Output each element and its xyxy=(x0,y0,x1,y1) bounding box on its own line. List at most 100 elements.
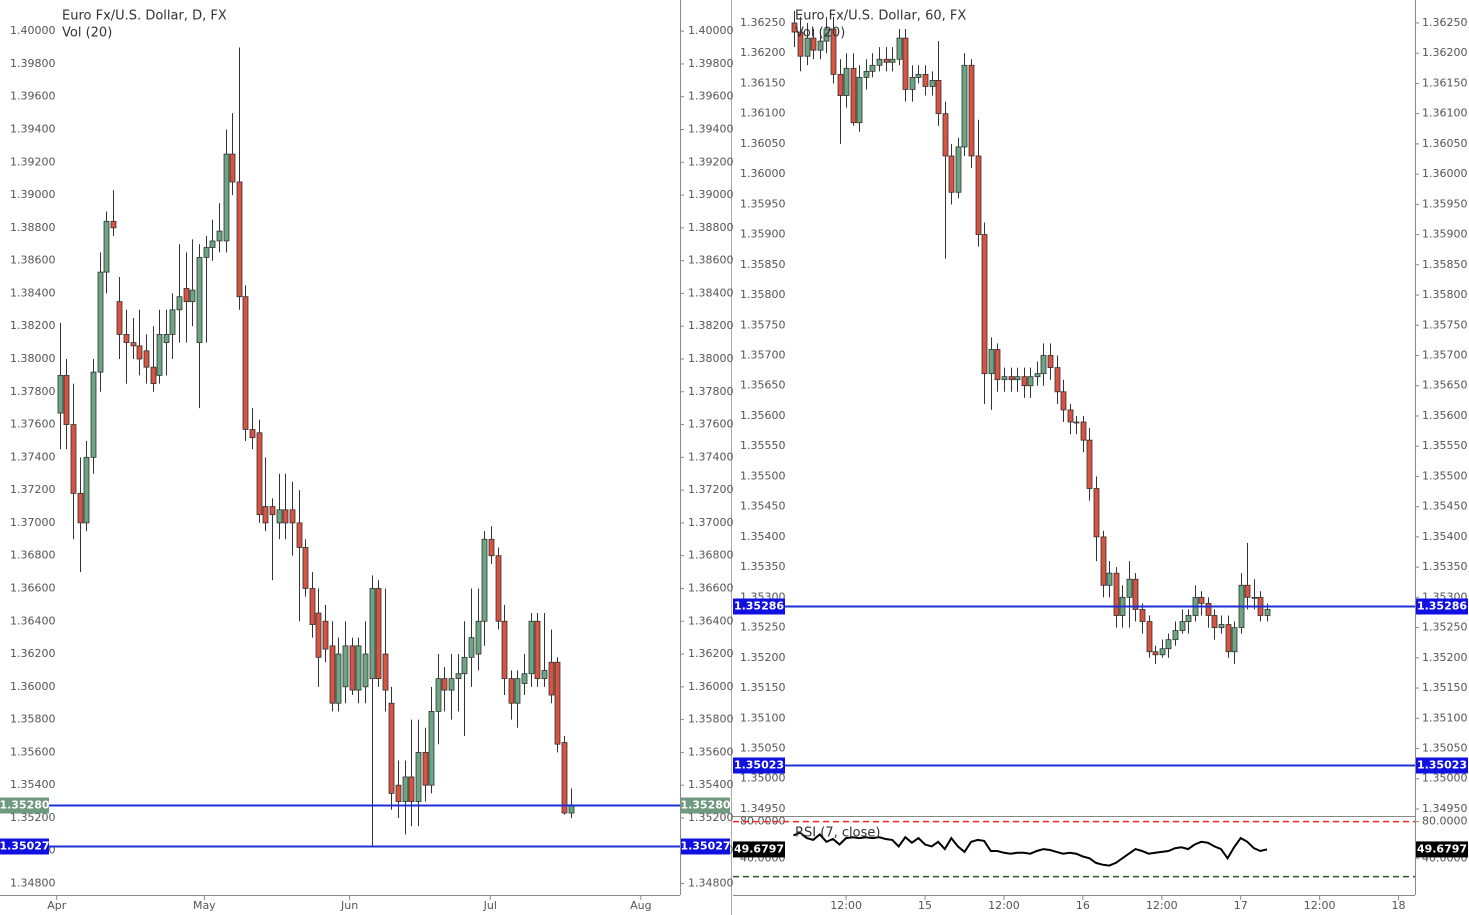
candle-body xyxy=(242,296,249,430)
candle-body xyxy=(909,76,916,90)
candle-body xyxy=(955,146,962,193)
y-tick-label: 1.36250 xyxy=(1422,16,1468,29)
candle-body xyxy=(269,506,276,516)
y-tick-label: 1.35550 xyxy=(1422,439,1468,452)
y-tick-label: 1.38600 xyxy=(10,254,56,267)
candle-body xyxy=(388,702,395,794)
x-tick-label: Aug xyxy=(630,899,651,912)
y-tick-label: 1.35700 xyxy=(740,349,786,362)
candle-body xyxy=(1067,409,1074,423)
candle-body xyxy=(342,645,349,688)
y-tick-label: 1.37600 xyxy=(688,418,734,431)
y-tick-label: 1.40000 xyxy=(10,24,56,37)
candle-body xyxy=(876,58,883,66)
y-tick-label: 1.36100 xyxy=(1422,107,1468,120)
y-tick-label: 1.38400 xyxy=(10,286,56,299)
y-tick-label: 1.36250 xyxy=(740,16,786,29)
candle-body xyxy=(209,240,216,248)
candle-body xyxy=(1185,615,1192,622)
x-tick-label: May xyxy=(193,899,216,912)
candle-body xyxy=(863,70,870,78)
y-tick-label: 1.39800 xyxy=(688,57,734,70)
price-tag xyxy=(681,838,730,855)
candle-body xyxy=(249,429,256,439)
chart-subtitle: Vol (20) xyxy=(62,26,112,41)
y-tick-label: 1.35500 xyxy=(1422,469,1468,482)
price-tag-label: 1.35286 xyxy=(1417,600,1467,613)
candle-body xyxy=(408,776,415,802)
y-tick-label: 1.34800 xyxy=(688,877,734,890)
candle-body xyxy=(554,661,561,745)
y-tick-label: 1.36150 xyxy=(740,76,786,89)
y-tick-label: 1.35850 xyxy=(1422,258,1468,271)
candle-body xyxy=(402,776,409,802)
candle-body xyxy=(435,678,442,712)
candle-body xyxy=(110,220,117,229)
candle-body xyxy=(1198,596,1205,604)
y-tick-label: 1.36600 xyxy=(688,581,734,594)
candle-body xyxy=(810,37,817,51)
y-tick-label: 1.36800 xyxy=(688,549,734,562)
y-tick-label: 1.35400 xyxy=(688,778,734,791)
candle-body xyxy=(369,588,376,680)
candle-body xyxy=(1244,584,1251,598)
candle-body xyxy=(1205,602,1212,616)
candle-body xyxy=(103,220,110,273)
y-tick-label: 1.40000 xyxy=(688,24,734,37)
candle-body xyxy=(1060,391,1067,411)
candle-body xyxy=(289,509,296,524)
y-tick-label: 1.35150 xyxy=(740,681,786,694)
candle-body xyxy=(1132,578,1139,610)
candle-body xyxy=(375,588,382,680)
candle-body xyxy=(929,80,936,87)
candle-body xyxy=(322,620,329,650)
y-tick-label: 1.39000 xyxy=(688,188,734,201)
candle-body xyxy=(1073,421,1080,424)
candle-body xyxy=(282,509,289,524)
candle-body xyxy=(561,742,568,814)
price-tag-label: 1.35023 xyxy=(734,759,784,772)
y-tick-label: 1.37400 xyxy=(10,450,56,463)
candle-body xyxy=(1093,488,1100,538)
candle-body xyxy=(90,371,97,458)
candle-body xyxy=(975,155,982,235)
candle-body xyxy=(1106,572,1113,586)
candle-body xyxy=(942,113,949,157)
candle-body xyxy=(501,620,508,680)
candle-body xyxy=(1172,630,1179,641)
candle-body xyxy=(528,620,535,675)
chart-title: Euro Fx/U.S. Dollar, 60, FX xyxy=(795,9,966,24)
y-tick-label: 1.38200 xyxy=(10,319,56,332)
candle-body xyxy=(994,349,1001,381)
candle-body xyxy=(70,424,77,494)
candle-body xyxy=(495,555,502,622)
candle-body xyxy=(548,661,555,696)
candle-body xyxy=(150,366,157,384)
y-tick-label: 1.36000 xyxy=(688,680,734,693)
candle-body xyxy=(1014,376,1021,381)
y-tick-label: 1.37600 xyxy=(10,418,56,431)
candle-body xyxy=(1054,367,1061,393)
candle-body xyxy=(850,67,857,124)
y-tick-label: 1.35950 xyxy=(740,197,786,210)
y-tick-label: 1.35700 xyxy=(1422,349,1468,362)
y-tick-label: 1.35000 xyxy=(1422,772,1468,785)
y-tick-label: 1.38000 xyxy=(688,352,734,365)
candle-body xyxy=(176,296,183,311)
candle-body xyxy=(804,37,811,57)
y-tick-label: 80.0000 xyxy=(740,815,786,828)
candle-body xyxy=(948,155,955,193)
candle-body xyxy=(1225,624,1232,653)
y-tick-label: 1.35600 xyxy=(740,409,786,422)
indicator-name: RSI (7, close) xyxy=(795,826,880,841)
price-tag-label: 1.35027 xyxy=(0,840,50,853)
candle-body xyxy=(481,538,488,622)
y-tick-label: 1.35450 xyxy=(740,500,786,513)
y-tick-label: 1.39200 xyxy=(688,155,734,168)
candle-body xyxy=(869,64,876,72)
price-tag-label: 1.35280 xyxy=(680,799,730,812)
candle-body xyxy=(196,256,203,343)
candle-body xyxy=(1100,536,1107,586)
candle-body xyxy=(791,22,798,33)
